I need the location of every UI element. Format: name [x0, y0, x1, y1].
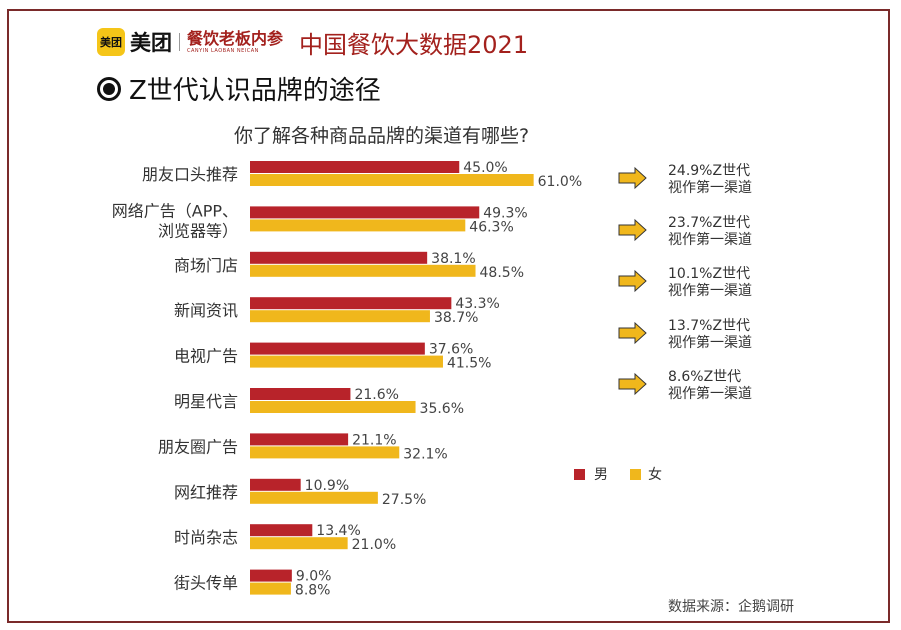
annotation-line1: 23.7%Z世代 — [668, 215, 750, 231]
bar-female — [250, 491, 378, 504]
category-label: 朋友口头推荐 — [142, 165, 238, 184]
annotation-line2: 视作第一渠道 — [668, 179, 752, 196]
category-label: 商场门店 — [174, 256, 238, 275]
data-label-male: 21.6% — [354, 387, 398, 403]
annotation-line2: 视作第一渠道 — [668, 282, 752, 299]
category-label: 时尚杂志 — [174, 528, 238, 547]
annotation-line2: 视作第一渠道 — [668, 231, 752, 248]
arrow-right-icon — [618, 321, 647, 345]
section-title: Z世代认识品牌的途径 — [97, 70, 381, 107]
arrow-right-icon — [618, 218, 647, 242]
data-label-male: 45.0% — [463, 160, 507, 176]
bar-female — [250, 174, 534, 186]
bar-male — [250, 206, 480, 219]
arrow-right-icon — [618, 372, 647, 396]
bar-female — [250, 310, 430, 323]
radio-bullet-icon — [97, 76, 121, 101]
data-label-female: 46.3% — [469, 219, 513, 235]
annotation-line1: 13.7%Z世代 — [668, 318, 750, 334]
bar-male — [250, 251, 428, 264]
bar-female — [250, 264, 476, 277]
legend-label-male: 男 — [594, 467, 608, 483]
annotation-line1: 10.1%Z世代 — [668, 266, 750, 282]
category-label: 电视广告 — [174, 347, 238, 366]
category-label: 浏览器等） — [158, 221, 238, 240]
bar-female — [250, 219, 466, 232]
data-label-female: 38.7% — [434, 310, 478, 326]
header-divider — [179, 33, 180, 51]
data-label-female: 41.5% — [447, 356, 491, 372]
main-title: 中国餐饮大数据2021 — [299, 30, 529, 59]
page-frame — [7, 9, 890, 623]
bar-male — [250, 569, 292, 582]
bar-female — [250, 355, 443, 368]
category-label: 街头传单 — [174, 574, 238, 593]
data-label-male: 38.1% — [431, 251, 475, 267]
data-label-female: 32.1% — [403, 446, 447, 462]
category-label: 新闻资讯 — [174, 301, 238, 320]
arrow-right-icon — [618, 166, 647, 190]
annotation-line1: 24.9%Z世代 — [668, 163, 750, 179]
data-label-male: 9.0% — [296, 569, 332, 585]
bar-male — [250, 161, 460, 173]
data-label-female: 21.0% — [352, 537, 396, 553]
header: 美团 美团 餐饮老板内参 CANYIN LAOBAN NEICAN 中国餐饮大数… — [97, 26, 529, 59]
data-label-female: 8.8% — [295, 583, 331, 599]
sub-logo: 餐饮老板内参 CANYIN LAOBAN NEICAN — [187, 29, 284, 55]
bar-female — [250, 446, 400, 459]
data-label-female: 48.5% — [480, 265, 524, 281]
meituan-logo-icon: 美团 — [97, 28, 125, 56]
arrow-right-icon — [618, 269, 647, 293]
annotation-line1: 8.6%Z世代 — [668, 369, 741, 385]
bar-male — [250, 388, 351, 400]
data-label-male: 43.3% — [455, 296, 499, 312]
sub-logo-pinyin: CANYIN LAOBAN NEICAN — [187, 48, 259, 54]
legend-swatch-male — [574, 469, 585, 480]
category-label: 明星代言 — [174, 392, 238, 411]
data-label-female: 35.6% — [420, 401, 464, 417]
annotation-line2: 视作第一渠道 — [668, 334, 752, 351]
bar-female — [250, 537, 348, 550]
data-label-male: 10.9% — [305, 478, 349, 494]
category-label: 网络广告（APP、 — [112, 201, 238, 220]
data-label-male: 37.6% — [429, 342, 473, 358]
bar-male — [250, 478, 301, 491]
bar-male — [250, 297, 452, 310]
data-label-male: 49.3% — [483, 205, 527, 221]
source-note: 数据来源：企鹅调研 — [668, 599, 794, 615]
annotation-line2: 视作第一渠道 — [668, 385, 752, 402]
bar-male — [250, 433, 349, 446]
section-title-text: Z世代认识品牌的途径 — [129, 76, 381, 106]
bar-male — [250, 524, 313, 537]
category-label: 朋友圈广告 — [158, 437, 238, 456]
legend-swatch-female — [630, 469, 641, 480]
data-label-male: 21.1% — [352, 432, 396, 448]
legend-label-female: 女 — [648, 466, 662, 483]
sub-logo-text: 餐饮老板内参 — [187, 29, 284, 48]
bar-female — [250, 401, 416, 413]
bar-female — [250, 582, 291, 595]
meituan-logo-text: 美团 — [130, 31, 172, 55]
category-label: 网红推荐 — [174, 483, 238, 502]
data-label-male: 13.4% — [316, 523, 360, 539]
data-label-female: 61.0% — [538, 174, 582, 190]
bar-male — [250, 342, 425, 355]
chart-title: 你了解各种商品品牌的渠道有哪些? — [234, 125, 530, 147]
data-label-female: 27.5% — [382, 492, 426, 508]
